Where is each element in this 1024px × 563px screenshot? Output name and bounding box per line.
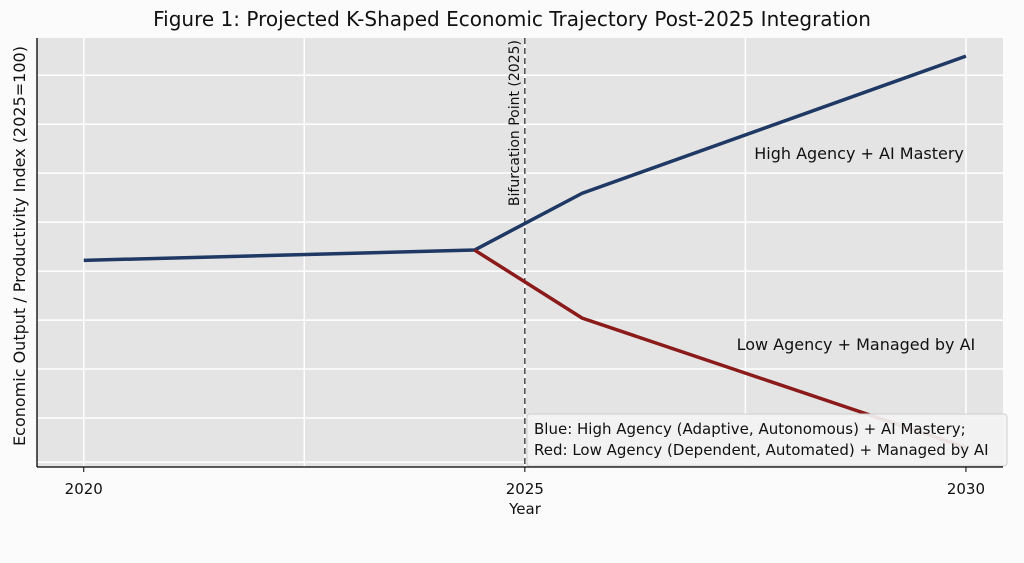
- legend-box: [526, 413, 1008, 467]
- x-tick-label: 2025: [506, 480, 544, 498]
- legend: Blue: High Agency (Adaptive, Autonomous)…: [526, 413, 1008, 467]
- series-line-high-agency: [83, 54, 967, 263]
- y-axis-label: Economic Output / Productivity Index (20…: [10, 46, 29, 446]
- plot-area: [37, 38, 1003, 467]
- legend-line-red: Red: Low Agency (Dependent, Automated) +…: [534, 441, 989, 459]
- x-tick-label: 2020: [65, 480, 103, 498]
- annotation-high-agency: High Agency + AI Mastery: [754, 144, 964, 163]
- x-tick-label: 2030: [947, 480, 985, 498]
- series-line-low-agency: [473, 248, 967, 450]
- bifurcation-label: Bifurcation Point (2025): [507, 40, 523, 206]
- legend-line-blue: Blue: High Agency (Adaptive, Autonomous)…: [534, 420, 966, 438]
- x-axis-label: Year: [508, 500, 542, 518]
- chart-title: Figure 1: Projected K-Shaped Economic Tr…: [153, 7, 871, 31]
- annotation-low-agency: Low Agency + Managed by AI: [737, 335, 976, 354]
